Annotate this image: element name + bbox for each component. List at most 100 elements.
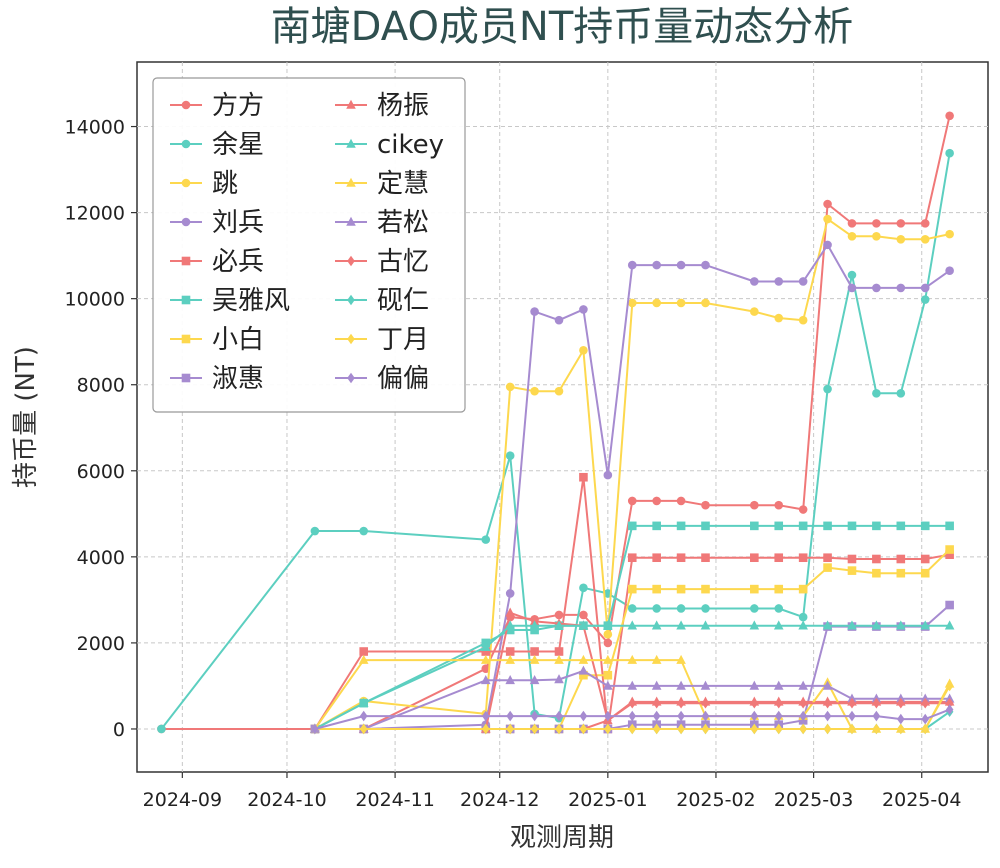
data-point — [750, 553, 759, 563]
data-point — [848, 710, 856, 722]
legend-label: 淑惠 — [212, 364, 264, 394]
data-point — [798, 277, 808, 286]
data-point — [945, 697, 954, 709]
x-tick-label: 2024-10 — [247, 789, 326, 811]
data-point — [603, 680, 613, 690]
data-point — [897, 713, 905, 725]
legend-label: 偏偏 — [377, 364, 429, 394]
data-point — [872, 697, 881, 709]
data-point — [627, 620, 638, 630]
data-point — [945, 521, 954, 531]
data-point — [920, 568, 930, 578]
legend-item: 定慧 — [335, 169, 429, 199]
data-point — [627, 584, 637, 594]
data-point — [676, 680, 686, 690]
data-point — [676, 584, 686, 594]
data-point — [530, 710, 539, 722]
data-point — [652, 697, 661, 709]
data-point — [554, 674, 564, 684]
data-point — [847, 554, 857, 564]
data-point — [603, 620, 613, 630]
data-point — [774, 604, 784, 613]
data-point — [701, 710, 710, 722]
data-point — [896, 568, 906, 578]
data-point — [872, 723, 881, 735]
data-point — [701, 584, 710, 594]
chart-title: 南塘DAO成员NT持币量动态分析 — [271, 4, 854, 50]
legend-item: 必兵 — [170, 247, 264, 277]
legend-marker — [347, 333, 355, 345]
data-point — [749, 680, 760, 690]
data-point — [896, 620, 906, 630]
x-tick-label: 2025-01 — [568, 789, 647, 811]
data-point — [628, 697, 637, 709]
data-point — [896, 283, 906, 293]
legend-marker — [346, 216, 356, 226]
x-tick-label: 2024-09 — [143, 789, 222, 811]
data-point — [530, 723, 539, 735]
data-point — [847, 270, 857, 280]
legend-marker — [346, 177, 356, 187]
data-point — [579, 472, 588, 482]
data-point — [677, 697, 685, 709]
data-point — [555, 710, 563, 722]
legend-marker — [181, 100, 191, 110]
series-line — [161, 115, 951, 730]
data-point — [700, 680, 711, 690]
legend-label: 必兵 — [212, 247, 264, 277]
data-point — [652, 260, 661, 270]
data-point — [603, 654, 613, 664]
data-point — [651, 680, 662, 690]
data-point — [529, 620, 540, 630]
data-point — [749, 620, 760, 630]
data-point — [481, 664, 491, 674]
data-point — [676, 654, 686, 664]
legend-item: 方方 — [170, 91, 264, 121]
data-point — [505, 647, 515, 656]
data-point — [627, 260, 637, 270]
data-point — [700, 620, 711, 630]
x-tick-label: 2024-11 — [355, 789, 434, 811]
data-point — [676, 496, 686, 506]
legend-item: 小白 — [170, 325, 264, 355]
data-point — [774, 553, 784, 563]
data-point — [822, 620, 833, 630]
data-point — [921, 697, 930, 709]
legend-item: 偏偏 — [335, 364, 429, 394]
data-point — [823, 697, 832, 709]
data-point — [481, 723, 490, 735]
data-point — [358, 654, 369, 664]
data-point — [798, 553, 808, 563]
legend-item: 砚仁 — [335, 286, 429, 316]
data-point — [701, 723, 710, 735]
data-point — [652, 553, 661, 563]
data-point — [676, 604, 686, 613]
data-point — [920, 283, 930, 293]
data-point — [872, 219, 881, 228]
data-point — [921, 723, 930, 735]
data-point — [578, 654, 589, 664]
data-point — [627, 521, 637, 531]
data-point — [920, 521, 930, 531]
data-point — [676, 620, 686, 630]
data-point — [554, 610, 564, 620]
data-point — [652, 521, 661, 531]
legend-label: 定慧 — [377, 169, 429, 199]
data-point — [481, 710, 490, 722]
legend-item: 吴雅风 — [170, 286, 290, 316]
data-point — [847, 219, 857, 228]
legend-item: 丁月 — [335, 325, 429, 355]
legend-marker — [181, 178, 191, 188]
data-point — [506, 723, 514, 735]
data-point — [823, 384, 832, 394]
data-point — [798, 521, 808, 531]
data-point — [896, 389, 906, 398]
data-point — [774, 500, 784, 510]
data-point — [505, 607, 515, 617]
data-point — [480, 654, 491, 664]
data-point — [554, 620, 564, 630]
data-point — [799, 723, 807, 735]
data-point — [774, 710, 783, 722]
data-point — [579, 710, 588, 722]
